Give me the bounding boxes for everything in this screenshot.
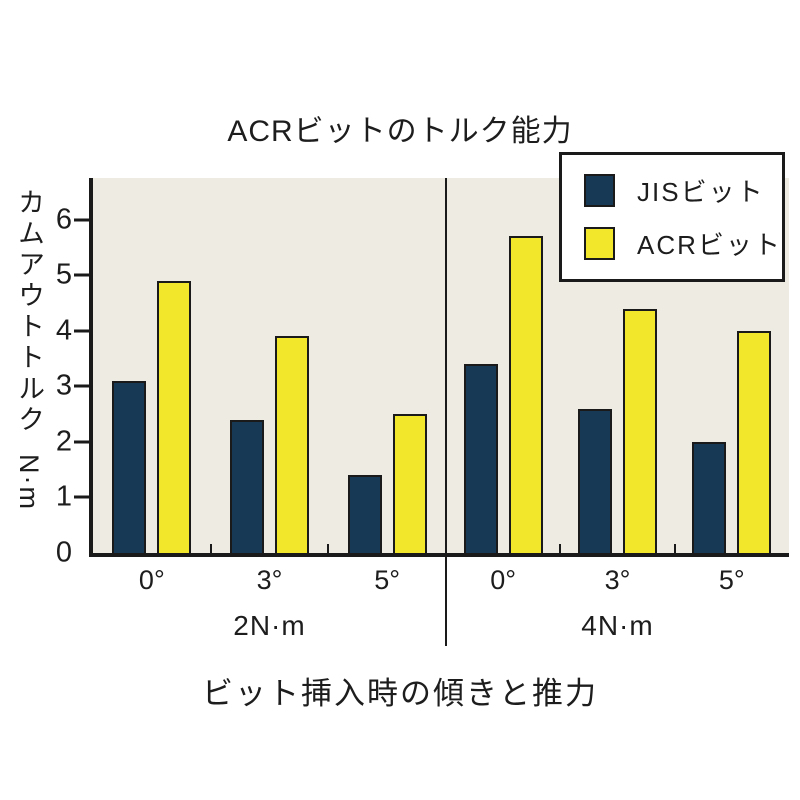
y-axis-tick [74, 440, 89, 444]
bar-acr [622, 308, 657, 553]
bar-pair [93, 178, 211, 553]
axis-separator-tick [559, 544, 562, 553]
axis-separator-tick [209, 544, 212, 553]
category-label: 5° [374, 565, 401, 595]
category-labels-group-1: 0° 3° 5° [93, 565, 446, 601]
legend-swatch-acr [584, 227, 615, 260]
legend-item: ACRビット [584, 225, 782, 262]
category-label: 0° [490, 565, 517, 595]
category-label: 3° [604, 565, 631, 595]
legend-item-label: ACRビット [637, 230, 782, 260]
y-tick-label: 1 [55, 480, 72, 513]
bar-pair [327, 178, 446, 553]
y-axis: 0 1 2 3 4 5 6 [0, 178, 89, 567]
axis-separator-tick [673, 544, 676, 553]
bar-jis [692, 441, 727, 553]
category-label: 0° [138, 565, 165, 595]
y-axis-tick [74, 329, 89, 333]
y-axis-tick [74, 218, 89, 222]
bar-pair [559, 178, 674, 553]
bar-jis [112, 380, 147, 553]
y-axis-tick [74, 384, 89, 388]
x-axis-title: ビット挿入時の傾きと推力 [202, 676, 598, 711]
bar-pair [209, 178, 329, 553]
bar-jis [577, 408, 612, 553]
legend-swatch-jis [584, 174, 615, 207]
bar-pair [673, 178, 789, 553]
group-divider-line [445, 178, 447, 646]
y-tick-label: 5 [55, 258, 72, 291]
y-axis-tick [74, 273, 89, 277]
legend-item: JISビット [584, 172, 782, 209]
legend-item-label: JISビット [637, 177, 765, 207]
y-tick-label: 0 [55, 536, 72, 569]
y-tick-label: 6 [55, 203, 72, 236]
y-axis-label-text: カムアウトトルク [14, 188, 44, 436]
y-tick-label: 4 [55, 314, 72, 347]
category-label: 3° [256, 565, 283, 595]
y-axis-label: カムアウトトルク N·m [10, 188, 49, 511]
y-tick-label: 3 [55, 369, 72, 402]
group-label: 4N·m [581, 610, 654, 641]
bar-acr [392, 414, 427, 553]
group-label: 2N·m [233, 610, 306, 641]
y-axis-unit: N·m [14, 454, 44, 511]
bar-jis [463, 364, 498, 553]
bar-acr [508, 236, 543, 553]
legend: JISビット ACRビット [559, 152, 785, 282]
bar-pair [446, 178, 560, 553]
y-axis-tick [74, 495, 89, 499]
category-label: 5° [718, 565, 745, 595]
plot-area [89, 178, 789, 557]
bar-jis [230, 419, 264, 553]
bar-group-1 [93, 178, 446, 553]
group-label-row: 2N·m 4N·m [93, 610, 789, 648]
y-tick-label: 2 [55, 425, 72, 458]
category-label-row: 0° 3° 5° 0° 3° 5° [93, 565, 789, 601]
bar-acr [737, 330, 772, 553]
bar-group-2 [446, 178, 789, 553]
bar-acr [157, 280, 192, 553]
bar-jis [347, 475, 382, 553]
category-labels-group-2: 0° 3° 5° [446, 565, 789, 601]
chart-title: ACRビットのトルク能力 [227, 115, 573, 148]
bar-acr [275, 336, 309, 553]
axis-separator-tick [327, 544, 330, 553]
